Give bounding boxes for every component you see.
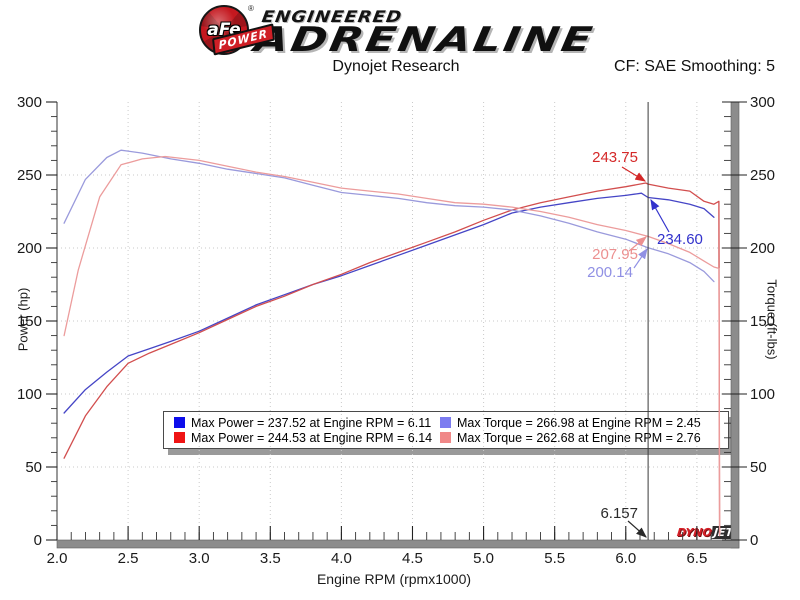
- dyno-chart: Power (hp) Torque (ft-lbs) Max Power = 2…: [0, 85, 800, 600]
- x-tick-label: 3.5: [260, 550, 281, 567]
- y-tick-label-right: 150: [750, 313, 775, 330]
- legend-entry: Max Power = 237.52 at Engine RPM = 6.11: [174, 415, 440, 430]
- x-tick-label: 6.5: [686, 550, 707, 567]
- annotation-arrow: [621, 166, 647, 182]
- x-tick-label: 6.0: [615, 550, 636, 567]
- plot-canvas[interactable]: 2.0 2.5 3.0 3.5 4.0 4.5 5.0 5.5 6.0 6.5 0 0 50 50 100 1…: [0, 85, 800, 600]
- plot-area[interactable]: [57, 102, 731, 540]
- x-tick-label: 4.0: [331, 550, 352, 567]
- legend-text: Max Power = 237.52 at Engine RPM = 6.11: [191, 416, 431, 430]
- curve-power_run_2: [63, 182, 721, 534]
- annotation-value: 234.60: [657, 231, 703, 248]
- legend-text: Max Power = 244.53 at Engine RPM = 6.14: [191, 431, 432, 445]
- y-tick-label-left: 50: [25, 459, 42, 476]
- y-tick-label-right: 250: [750, 167, 775, 184]
- annotation-arrow: [627, 520, 647, 538]
- legend-entry: Max Torque = 266.98 at Engine RPM = 2.45: [440, 415, 722, 430]
- y-tick-label-right: 200: [750, 240, 775, 257]
- x-tick-label: 5.0: [473, 550, 494, 567]
- legend-swatch: [440, 432, 451, 443]
- y-tick-label-left: 100: [17, 386, 42, 403]
- legend-swatch: [440, 417, 451, 428]
- curve-torque_run_2: [63, 155, 721, 537]
- annotation-value: 200.14: [587, 264, 633, 281]
- x-tick-label: 2.0: [47, 550, 68, 567]
- correction-factor-label: CF: SAE Smoothing: 5: [614, 58, 775, 75]
- brand-tagline-adrenaline: ADRENALINE: [251, 20, 598, 60]
- right-axis-bar: [730, 101, 740, 549]
- legend-entry: Max Power = 244.53 at Engine RPM = 6.14: [174, 430, 440, 445]
- y-tick-label-right: 100: [750, 386, 775, 403]
- y-tick-label-left: 0: [34, 532, 42, 549]
- bottom-axis-bar: [56, 539, 740, 549]
- annotation-value: 243.75: [592, 149, 638, 166]
- annotation-arrow: [633, 248, 648, 269]
- y-tick-label-right: 0: [750, 532, 758, 549]
- legend-box: Max Power = 237.52 at Engine RPM = 6.11M…: [163, 411, 729, 449]
- y-tick-label-left: 200: [17, 240, 42, 257]
- x-tick-label: 2.5: [118, 550, 139, 567]
- annotation-value: 207.95: [592, 246, 638, 263]
- y-tick-label-right: 50: [750, 459, 767, 476]
- y-tick-label-left: 250: [17, 167, 42, 184]
- annotation-arrow: [650, 198, 670, 233]
- registered-trademark-mark: ®: [248, 4, 254, 13]
- y-tick-label-left: 150: [17, 313, 42, 330]
- x-tick-label: 4.5: [402, 550, 423, 567]
- chart-title: Dynojet Research: [332, 58, 460, 75]
- x-tick-label: 5.5: [544, 550, 565, 567]
- legend-swatch: [174, 432, 185, 443]
- x-axis-title: Engine RPM (rpmx1000): [317, 571, 471, 587]
- legend-swatch: [174, 417, 185, 428]
- x-tick-label: 3.0: [189, 550, 210, 567]
- annotation-value: 6.157: [600, 505, 638, 522]
- legend-text: Max Torque = 266.98 at Engine RPM = 2.45: [457, 416, 701, 430]
- legend-text: Max Torque = 262.68 at Engine RPM = 2.76: [457, 431, 701, 445]
- legend-entry: Max Torque = 262.68 at Engine RPM = 2.76: [440, 430, 722, 445]
- y-tick-label-right: 300: [750, 94, 775, 111]
- y-tick-label-left: 300: [17, 94, 42, 111]
- curve-power_run_1: [63, 192, 715, 414]
- annotation-arrow: [628, 236, 647, 252]
